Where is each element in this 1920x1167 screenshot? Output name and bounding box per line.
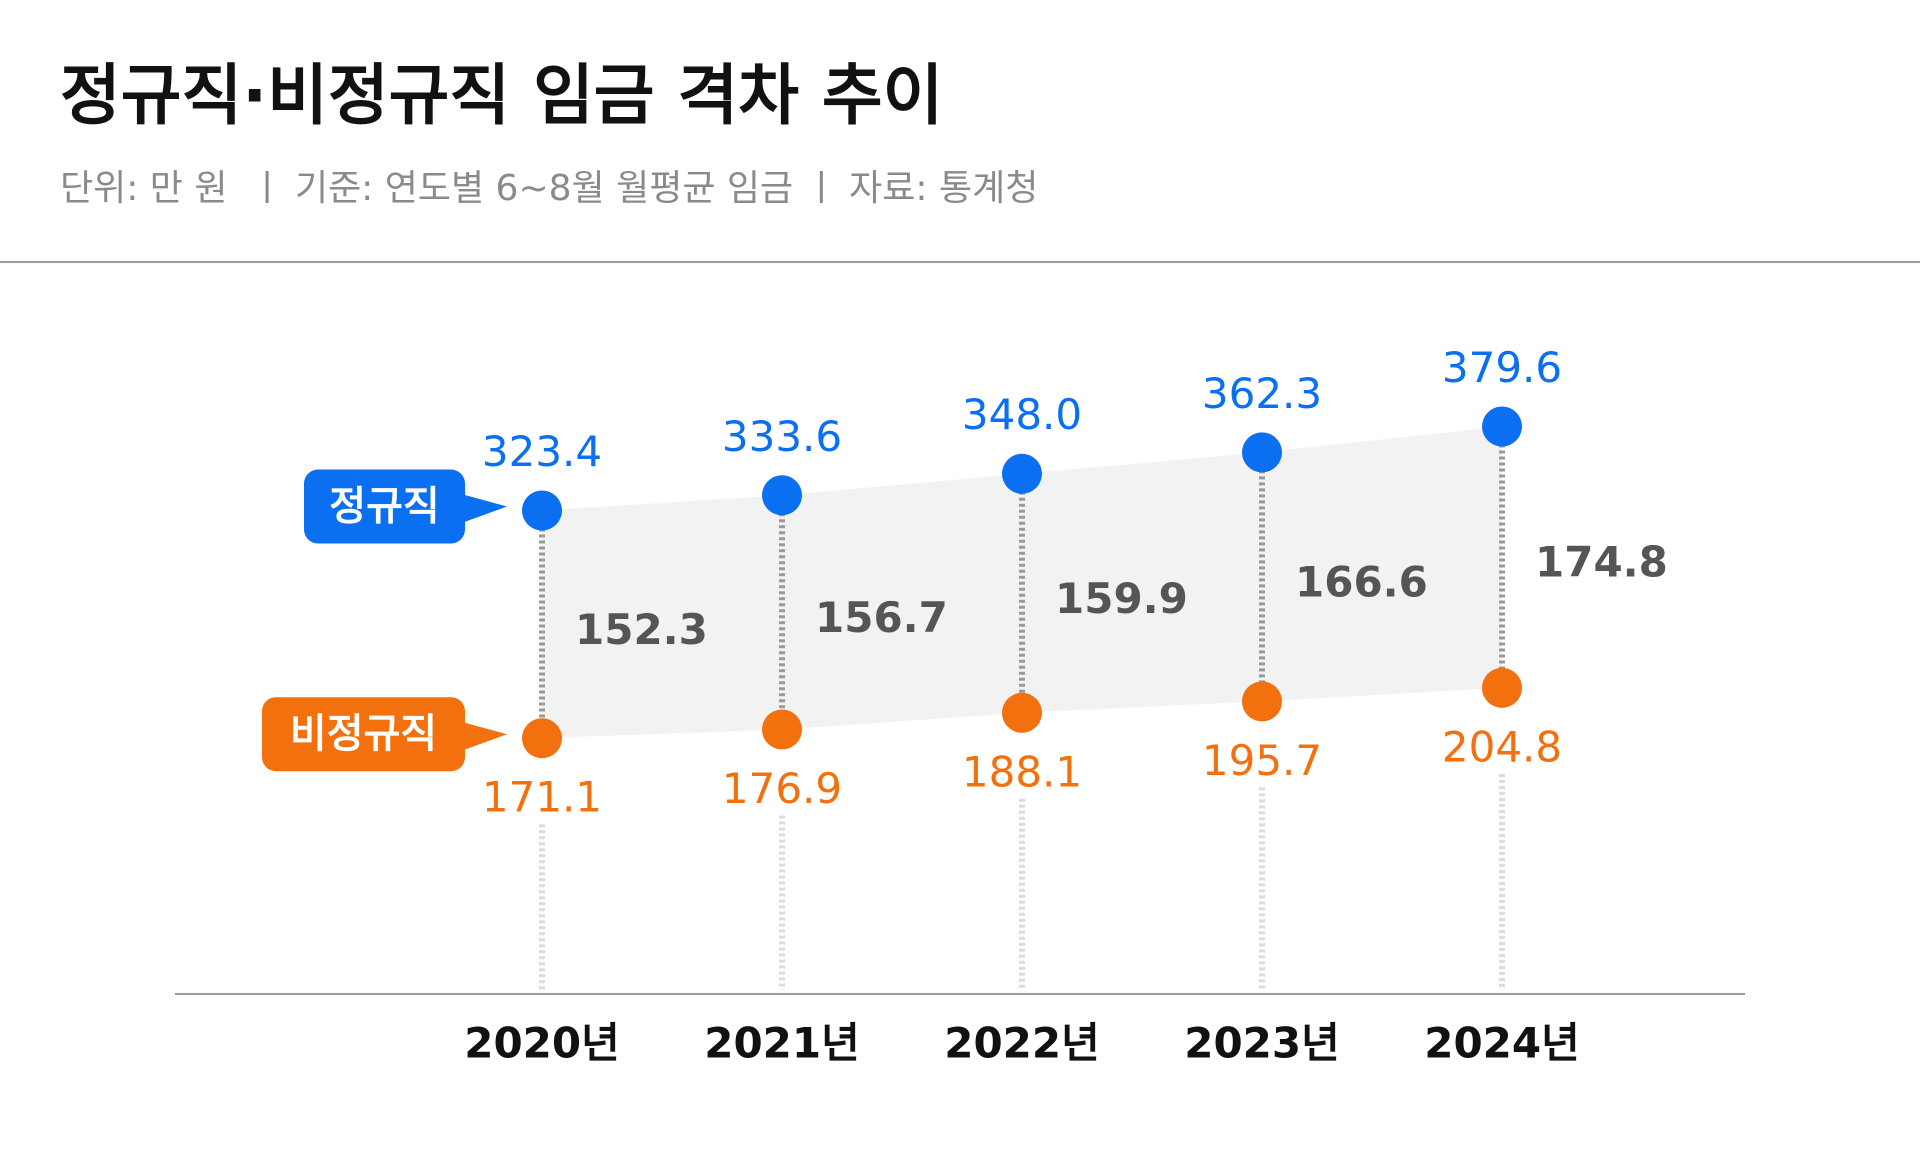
dot xyxy=(762,475,802,516)
value-label: 362.3 xyxy=(1202,369,1322,418)
dot xyxy=(1482,667,1522,708)
dot xyxy=(1242,432,1282,473)
value-label: 176.9 xyxy=(722,764,842,813)
legend-pointer xyxy=(463,494,507,523)
gap-label: 159.9 xyxy=(1055,574,1188,623)
legend-badge xyxy=(304,469,465,544)
dot xyxy=(1482,406,1522,447)
value-label: 348.0 xyxy=(962,390,1082,439)
legend-badge xyxy=(262,697,465,772)
gap-label: 156.7 xyxy=(815,593,948,642)
plot: 152.3 323.4 171.1 2020년 156.7 333.6 176.9 2021년… xyxy=(175,343,1745,1068)
x-tick-label: 2023년 xyxy=(1184,1019,1340,1068)
value-label: 171.1 xyxy=(482,773,602,822)
gap-label: 166.6 xyxy=(1295,557,1428,606)
legend-item: 비정규직 xyxy=(262,697,507,772)
x-tick-label: 2022년 xyxy=(944,1019,1100,1068)
value-label: 323.4 xyxy=(482,427,602,476)
gap-label: 152.3 xyxy=(575,605,708,654)
dot xyxy=(1002,692,1042,733)
dot xyxy=(522,490,562,531)
dot xyxy=(762,709,802,750)
value-label: 379.6 xyxy=(1442,343,1562,392)
chart-title: 정규직·비정규직 임금 격차 추이 xyxy=(60,57,943,134)
chart-subtitle: 단위: 만 원 ㅣ 기준: 연도별 6~8월 월평균 임금 ㅣ 자료: 통계청 xyxy=(60,168,1038,209)
gap-label: 174.8 xyxy=(1535,538,1668,587)
legend-pointer xyxy=(463,722,507,751)
x-tick-label: 2021년 xyxy=(704,1019,860,1068)
legend-label: 비정규직 xyxy=(290,711,437,757)
legend-label: 정규직 xyxy=(329,484,439,530)
value-label: 195.7 xyxy=(1202,736,1322,785)
value-label: 333.6 xyxy=(722,412,842,461)
dot xyxy=(1242,681,1282,722)
value-label: 188.1 xyxy=(962,747,1082,796)
x-tick-label: 2024년 xyxy=(1424,1019,1580,1068)
x-tick-label: 2020년 xyxy=(464,1019,620,1068)
dot xyxy=(1002,453,1042,494)
legend-item: 정규직 xyxy=(304,469,507,544)
dot xyxy=(522,718,562,759)
value-label: 204.8 xyxy=(1442,722,1562,771)
